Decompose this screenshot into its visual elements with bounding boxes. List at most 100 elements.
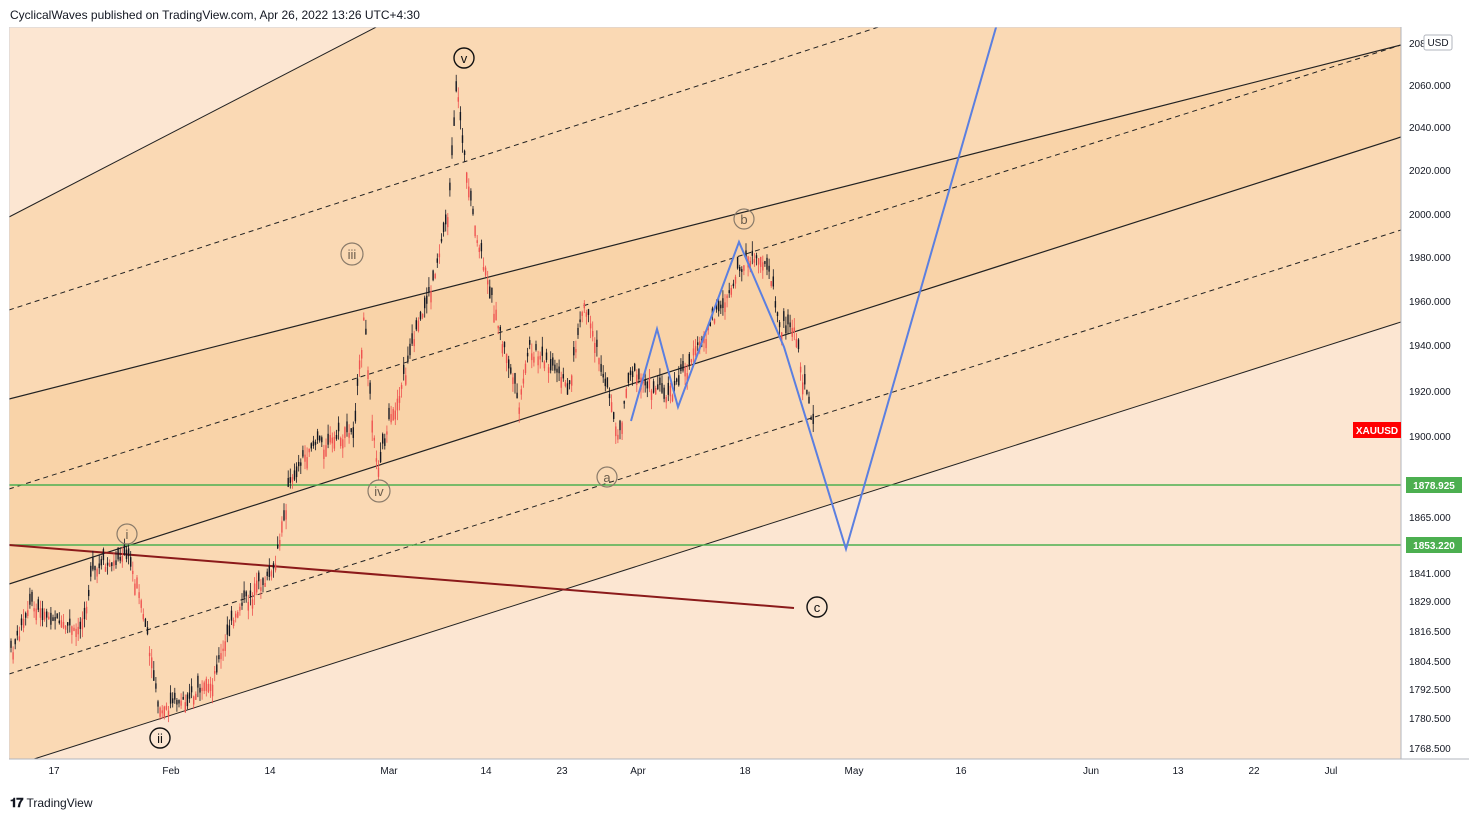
candle-body [142, 614, 144, 620]
candle-body [428, 287, 430, 292]
candle-body [417, 320, 420, 332]
candle-body [426, 295, 428, 304]
chart[interactable]: i ii iii iv v a b c [8, 26, 1469, 787]
candle-body [379, 451, 382, 463]
candle-body [356, 378, 359, 386]
candle-body [564, 382, 567, 387]
candle-body [491, 287, 493, 296]
candle-body [411, 333, 413, 344]
wave-label-iv: iv [367, 479, 391, 503]
candle-body [797, 339, 800, 350]
candle-body [306, 457, 308, 469]
candle-body [367, 370, 369, 379]
candle-body [365, 328, 367, 335]
candle-body [617, 434, 619, 440]
candle-body [279, 539, 281, 547]
candle-body [197, 675, 199, 688]
candle-body [445, 214, 447, 225]
price-axis[interactable]: 2080.000 USD 2060.0002040.0002020.000200… [1353, 27, 1462, 759]
projection-path[interactable] [630, 27, 999, 553]
candle-body [583, 303, 585, 309]
candle-body [390, 414, 392, 423]
candle-body [615, 426, 617, 437]
candle-body [455, 81, 457, 92]
candle-body [186, 694, 189, 707]
price-tag[interactable] [1406, 477, 1462, 493]
channel-dashed-3[interactable] [9, 229, 1401, 675]
candle-body [113, 560, 115, 566]
candle-body [585, 312, 588, 317]
candle-body [634, 363, 636, 371]
candle-body [753, 259, 756, 263]
wave-label-a: a [596, 466, 618, 488]
candle-body [713, 318, 716, 324]
candle-body [457, 97, 459, 102]
y-tick-label: 1900.000 [1409, 432, 1451, 443]
chart-svg[interactable]: i ii iii iv v a b c [8, 26, 1469, 787]
candle-body [520, 389, 522, 395]
candle-body [472, 208, 474, 215]
channel-line-upper[interactable] [9, 44, 1401, 400]
candle-body [694, 346, 697, 355]
candle-body [209, 683, 212, 691]
candle-body [554, 364, 556, 371]
candle-body [466, 172, 468, 183]
wave-label-ii: ii [149, 727, 171, 749]
candle-body [621, 422, 623, 434]
candle-body [783, 311, 785, 321]
channel-line-outer-top[interactable] [9, 27, 1401, 218]
candle-body [480, 243, 483, 252]
candle-body [610, 402, 613, 413]
channel-dashed-2[interactable] [9, 44, 1401, 490]
candle-body [193, 696, 195, 705]
plot-area[interactable]: i ii iii iv v a b c [9, 27, 1401, 767]
candle-body [125, 549, 128, 559]
candle-body [304, 454, 306, 462]
svg-text:i: i [126, 527, 129, 542]
channel-dashed-1[interactable] [9, 27, 1401, 311]
y-tick-label: 2000.000 [1409, 210, 1451, 221]
candle-body [195, 693, 197, 700]
currency-badge[interactable] [1423, 34, 1453, 51]
candle-body [344, 427, 346, 439]
candle-body [627, 372, 630, 384]
candle-body [140, 600, 142, 608]
candle-body [109, 563, 111, 567]
channel-line-mid[interactable] [9, 136, 1401, 585]
y-tick-label: 1920.000 [1409, 387, 1451, 398]
candle-body [384, 438, 386, 446]
candle-body [669, 385, 672, 397]
candle-body [403, 364, 405, 374]
candle-body [625, 388, 627, 398]
candle-body [29, 593, 31, 605]
candle-body [487, 280, 489, 285]
candle-body [581, 312, 583, 316]
candle-body [300, 462, 302, 466]
wave-label-iii: iii [340, 242, 364, 266]
candle-body [205, 678, 207, 691]
candle-body [810, 416, 812, 420]
price-tag[interactable] [1406, 537, 1462, 553]
candle-body [31, 591, 33, 602]
price-tag-label: 1853.220 [1413, 541, 1455, 552]
candle-body [692, 348, 695, 356]
candle-body [482, 267, 485, 271]
candle-body [388, 407, 390, 420]
trend-line[interactable] [9, 544, 795, 609]
candle-body [623, 400, 625, 404]
candle-body [270, 571, 273, 577]
candle-body [90, 565, 92, 577]
candle-body [697, 342, 699, 346]
time-axis[interactable]: 17 Feb 14 Mar 14 23 Apr 18 May 16 Jun 13 22 Jul [9, 758, 1469, 777]
candle-body [722, 298, 724, 308]
currency-label: USD [1427, 38, 1448, 49]
candle-body [75, 628, 77, 637]
brand-name: TradingView [26, 796, 93, 810]
candle-body [159, 707, 161, 717]
candle-body [560, 377, 562, 388]
candle-body [657, 384, 659, 390]
candle-body [358, 360, 361, 370]
candle-body [516, 392, 518, 399]
price-tag[interactable] [1353, 422, 1401, 438]
y-tick-label: 1841.000 [1409, 569, 1451, 580]
